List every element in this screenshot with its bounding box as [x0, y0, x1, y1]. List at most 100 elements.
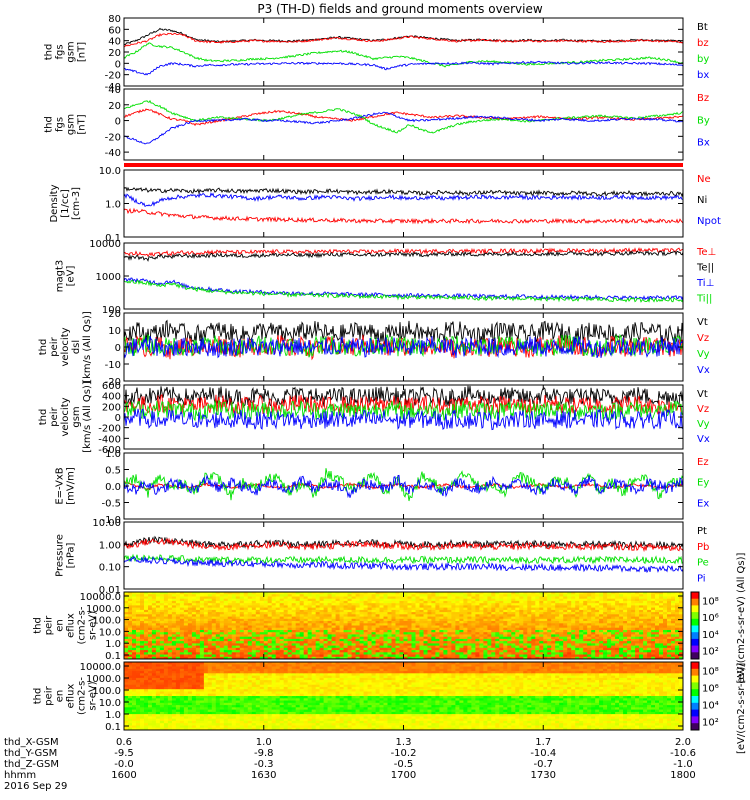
- footer-value: -0.7: [533, 759, 553, 770]
- page-title: P3 (TH-D) fields and ground moments over…: [257, 2, 542, 16]
- series-line-Pb: [123, 537, 684, 553]
- y-axis-label: [km/s (All Qs)]: [82, 381, 93, 453]
- footer-value: -10.2: [391, 748, 417, 759]
- y-axis-label: peir: [44, 685, 55, 705]
- y-tick-label: 1.0: [105, 710, 121, 721]
- legend-Vt: Vt: [697, 389, 708, 400]
- y-axis-label: [1/cc]: [60, 189, 71, 218]
- y-tick-label: 0: [115, 343, 121, 354]
- y-axis-label: gsm: [66, 41, 77, 62]
- legend-Vz: Vz: [697, 333, 709, 344]
- y-tick-label: -600: [98, 445, 121, 456]
- panel-density: Ne Ni Npot 10.0 1.0 0.1 Density [1/cc] [cm-3]: [49, 166, 721, 244]
- legend-Ey: Ey: [697, 478, 709, 489]
- y-tick-label: 20: [108, 101, 121, 112]
- panel-frame: [123, 88, 684, 161]
- y-tick-label: -400: [98, 434, 121, 445]
- panel-fgs_gse: Bz By Bx 40 20 0 -20 -40 thd fgs gsm [nT]: [44, 85, 710, 161]
- panel-frame: [123, 521, 684, 590]
- series-line-Ne: [123, 207, 684, 225]
- y-tick-label: -200: [98, 424, 121, 435]
- y-axis-label: sr-eV): [88, 611, 99, 640]
- y-axis-label: thd: [44, 116, 55, 133]
- series-line-Vx: [123, 335, 684, 359]
- y-tick-label: 80: [108, 14, 121, 25]
- y-tick-label: 1.0: [105, 449, 121, 460]
- series-line-by: [123, 42, 684, 68]
- legend-Vt: Vt: [697, 317, 708, 328]
- y-axis-label: thd: [38, 339, 49, 356]
- footer-value: 0.6: [116, 737, 132, 748]
- footer-value: 1630: [251, 770, 276, 781]
- y-tick-label: -20: [105, 132, 121, 143]
- y-axis-label: [mV/m]: [66, 467, 77, 505]
- footer-value: 1800: [670, 770, 695, 781]
- y-axis-label: (cm2-s-: [77, 606, 88, 644]
- y-tick-label: 10: [108, 326, 121, 337]
- y-tick-label: 60: [108, 25, 121, 36]
- colorbar-label: [eV/(cm2-s-sr-eV)]: [736, 663, 747, 754]
- legend-Vz: Vz: [697, 404, 709, 415]
- y-tick-label: 0: [115, 59, 121, 70]
- series-line-Te||: [123, 250, 684, 262]
- y-axis-label: [eV]: [66, 266, 77, 287]
- series-line-Vx: [123, 408, 684, 431]
- y-axis-label: velocity: [60, 327, 71, 366]
- legend-Vy: Vy: [697, 419, 710, 430]
- y-axis-label: eflux: [66, 613, 77, 638]
- legend-Vy: Vy: [697, 349, 710, 360]
- colorbar-tick: 10⁴: [702, 701, 719, 712]
- legend-Pe: Pe: [697, 558, 709, 569]
- colorbar-tick: 10⁸: [702, 596, 719, 607]
- series-line-Pi: [123, 555, 684, 574]
- series-line-Npot: [123, 192, 684, 208]
- y-tick-label: 1.00: [99, 540, 121, 551]
- y-tick-label: 10000.0: [80, 592, 121, 603]
- y-tick-label: -10: [105, 360, 121, 371]
- series-line-Pe: [123, 553, 684, 565]
- y-axis-label: fgs: [55, 44, 66, 59]
- panel-frame: [123, 169, 684, 238]
- colorbar-tick: 10⁶: [702, 613, 719, 624]
- series-line-bx: [123, 60, 684, 76]
- y-axis-label: magt3: [55, 260, 66, 293]
- series-line-Vt: [123, 319, 684, 346]
- y-axis-label: (cm2-s-: [77, 677, 88, 715]
- y-axis-label: thd: [33, 688, 44, 705]
- series-line-Bz: [123, 108, 684, 127]
- footer-value: -9.5: [114, 748, 134, 759]
- legend-bz: bz: [697, 38, 709, 49]
- y-axis-label: gsm: [71, 406, 82, 427]
- y-tick-label: 10.0: [99, 166, 121, 177]
- y-tick-label: 40: [108, 37, 121, 48]
- legend-Vx: Vx: [697, 365, 710, 376]
- colorbar-label: [eV/(cm2-s-sr-eV) (All Qs)]: [736, 552, 747, 683]
- series-line-Vy: [123, 333, 684, 358]
- y-tick-label: 1000: [96, 272, 121, 283]
- y-axis-label: peir: [49, 406, 60, 426]
- series-line-bz: [123, 32, 684, 48]
- y-tick-label: 10000.0: [80, 662, 121, 673]
- y-tick-label: -1.0: [101, 515, 121, 526]
- y-tick-label: -0.5: [101, 499, 121, 510]
- colorbar-tick: 10²: [702, 718, 719, 729]
- legend-Ti||: Ti||: [696, 294, 712, 305]
- legend-Te||: Te||: [696, 263, 714, 274]
- y-tick-label: -20: [105, 377, 121, 388]
- y-axis-label: thd: [33, 617, 44, 634]
- y-tick-label: 0.01: [99, 585, 121, 596]
- y-tick-label: 100.0: [92, 686, 121, 697]
- legend-By: By: [697, 115, 710, 126]
- legend-by: by: [697, 54, 709, 65]
- y-tick-label: 10.00: [92, 518, 121, 529]
- legend-Pb: Pb: [697, 542, 709, 553]
- y-tick-label: 0.0: [105, 482, 121, 493]
- y-tick-label: 20: [108, 48, 121, 59]
- series-line-Ti⊥: [123, 277, 684, 301]
- footer-value: -0.5: [394, 759, 414, 770]
- series-line-Ti||: [123, 279, 684, 303]
- footer-value: -10.6: [670, 748, 696, 759]
